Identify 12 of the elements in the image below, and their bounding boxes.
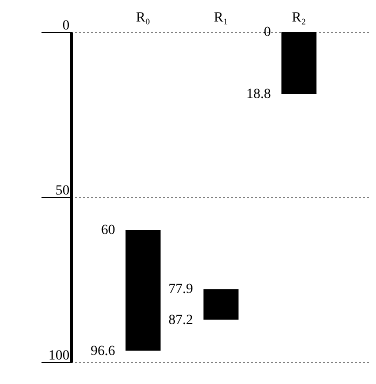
y-tick-label: 100 [48, 348, 70, 364]
y-tick-label: 50 [56, 184, 70, 198]
annotation: 87.2 [168, 312, 193, 328]
annotation: 0 [264, 25, 271, 40]
x-tick-label: R₂ [292, 10, 306, 26]
annotation: 18.8 [246, 87, 271, 102]
annotation: 96.6 [90, 344, 116, 359]
x-tick-label: R₁ [214, 10, 228, 26]
y-tick-label: 0 [62, 18, 70, 34]
annotation: 60 [101, 223, 116, 238]
annotation: 77.9 [168, 282, 193, 298]
x-tick-label: R₀ [136, 10, 150, 26]
